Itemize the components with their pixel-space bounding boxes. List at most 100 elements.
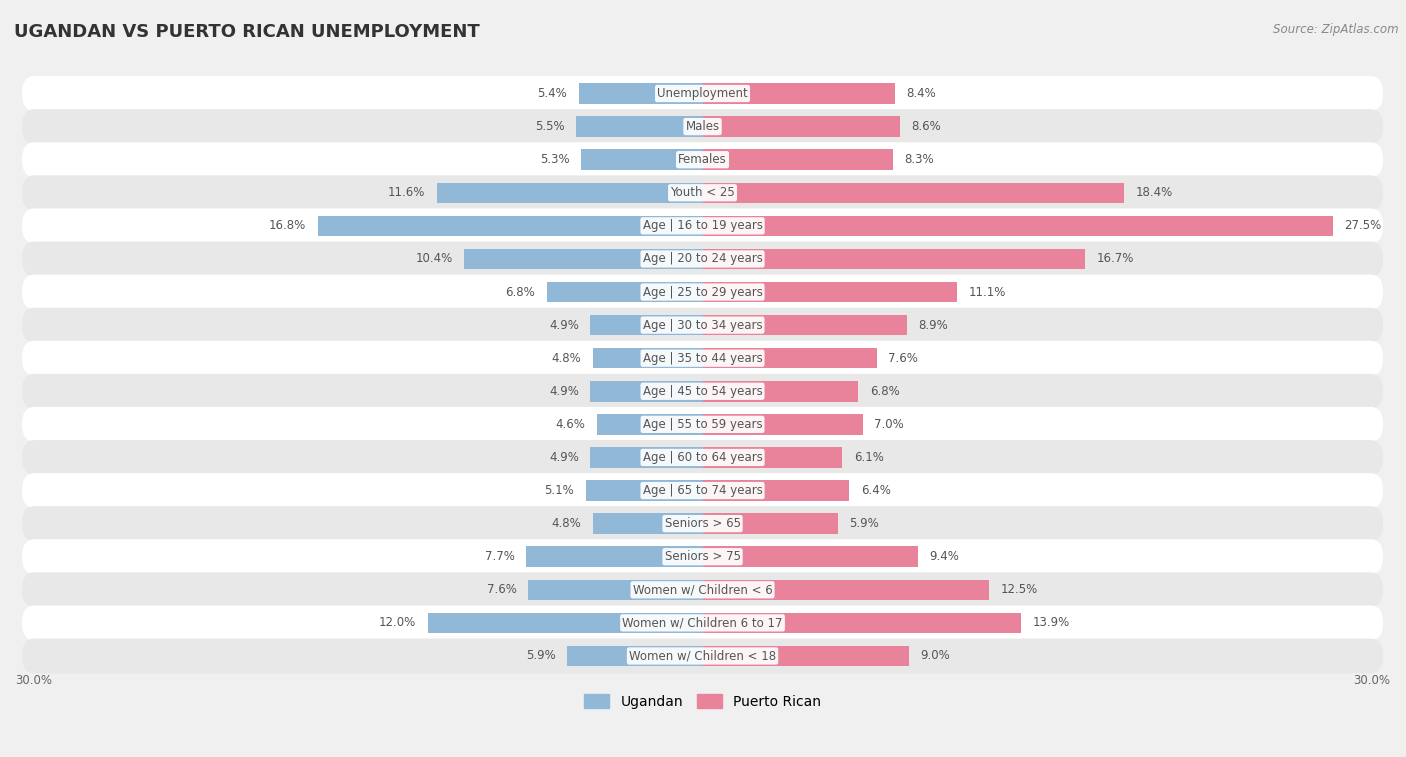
Text: Women w/ Children < 18: Women w/ Children < 18: [628, 650, 776, 662]
Text: 5.9%: 5.9%: [849, 517, 879, 530]
Text: 4.9%: 4.9%: [548, 319, 579, 332]
Bar: [703, 182, 1125, 203]
Text: Age | 30 to 34 years: Age | 30 to 34 years: [643, 319, 762, 332]
Text: 6.1%: 6.1%: [853, 451, 883, 464]
Text: Age | 20 to 24 years: Age | 20 to 24 years: [643, 252, 762, 266]
FancyBboxPatch shape: [22, 109, 1384, 144]
Bar: [703, 447, 842, 468]
Text: Source: ZipAtlas.com: Source: ZipAtlas.com: [1274, 23, 1399, 36]
Bar: [703, 547, 918, 567]
FancyBboxPatch shape: [22, 407, 1384, 442]
Text: 6.8%: 6.8%: [870, 385, 900, 397]
FancyBboxPatch shape: [22, 473, 1384, 508]
FancyBboxPatch shape: [22, 638, 1384, 674]
Bar: [703, 83, 896, 104]
Text: Seniors > 65: Seniors > 65: [665, 517, 741, 530]
FancyBboxPatch shape: [22, 307, 1384, 342]
Text: 7.6%: 7.6%: [486, 584, 517, 597]
FancyBboxPatch shape: [22, 539, 1384, 574]
Bar: [703, 580, 988, 600]
Text: UGANDAN VS PUERTO RICAN UNEMPLOYMENT: UGANDAN VS PUERTO RICAN UNEMPLOYMENT: [14, 23, 479, 41]
Bar: [703, 348, 877, 369]
Text: 16.8%: 16.8%: [269, 220, 307, 232]
Text: Age | 55 to 59 years: Age | 55 to 59 years: [643, 418, 762, 431]
FancyBboxPatch shape: [22, 572, 1384, 607]
Text: Age | 45 to 54 years: Age | 45 to 54 years: [643, 385, 762, 397]
Bar: [703, 149, 893, 170]
Text: 11.6%: 11.6%: [388, 186, 425, 199]
Text: 5.1%: 5.1%: [544, 484, 574, 497]
FancyBboxPatch shape: [22, 506, 1384, 541]
Text: Age | 65 to 74 years: Age | 65 to 74 years: [643, 484, 762, 497]
Bar: [464, 249, 703, 269]
Text: 7.0%: 7.0%: [875, 418, 904, 431]
Text: Seniors > 75: Seniors > 75: [665, 550, 741, 563]
Text: 5.5%: 5.5%: [536, 120, 565, 133]
Text: 9.0%: 9.0%: [921, 650, 950, 662]
Text: 9.4%: 9.4%: [929, 550, 959, 563]
Text: 18.4%: 18.4%: [1136, 186, 1173, 199]
Text: 5.4%: 5.4%: [537, 87, 567, 100]
Text: 12.0%: 12.0%: [378, 616, 416, 629]
Bar: [547, 282, 703, 302]
Text: 4.9%: 4.9%: [548, 451, 579, 464]
Text: 4.8%: 4.8%: [551, 517, 581, 530]
Text: Age | 25 to 29 years: Age | 25 to 29 years: [643, 285, 762, 298]
Bar: [598, 414, 703, 435]
Bar: [703, 315, 907, 335]
Bar: [703, 216, 1333, 236]
Bar: [703, 646, 908, 666]
Text: Youth < 25: Youth < 25: [671, 186, 735, 199]
Bar: [581, 149, 703, 170]
Bar: [427, 612, 703, 633]
Bar: [592, 348, 703, 369]
FancyBboxPatch shape: [22, 606, 1384, 640]
Text: 8.3%: 8.3%: [904, 153, 934, 167]
Text: Age | 60 to 64 years: Age | 60 to 64 years: [643, 451, 762, 464]
Bar: [567, 646, 703, 666]
Text: 30.0%: 30.0%: [15, 674, 52, 687]
Text: 4.8%: 4.8%: [551, 352, 581, 365]
Text: 11.1%: 11.1%: [969, 285, 1005, 298]
Bar: [703, 117, 900, 137]
Bar: [703, 414, 863, 435]
Text: Males: Males: [686, 120, 720, 133]
Text: Women w/ Children < 6: Women w/ Children < 6: [633, 584, 772, 597]
Text: 6.4%: 6.4%: [860, 484, 890, 497]
FancyBboxPatch shape: [22, 341, 1384, 375]
Text: 7.6%: 7.6%: [889, 352, 918, 365]
Bar: [437, 182, 703, 203]
FancyBboxPatch shape: [22, 241, 1384, 276]
Text: Age | 35 to 44 years: Age | 35 to 44 years: [643, 352, 762, 365]
Bar: [703, 249, 1085, 269]
Text: Age | 16 to 19 years: Age | 16 to 19 years: [643, 220, 762, 232]
FancyBboxPatch shape: [22, 208, 1384, 243]
Text: 27.5%: 27.5%: [1344, 220, 1382, 232]
Text: 8.9%: 8.9%: [918, 319, 948, 332]
Text: 8.6%: 8.6%: [911, 120, 941, 133]
Text: 13.9%: 13.9%: [1032, 616, 1070, 629]
FancyBboxPatch shape: [22, 76, 1384, 111]
Bar: [576, 117, 703, 137]
Text: 12.5%: 12.5%: [1001, 584, 1038, 597]
Bar: [703, 513, 838, 534]
Text: 6.8%: 6.8%: [506, 285, 536, 298]
Text: 16.7%: 16.7%: [1097, 252, 1135, 266]
FancyBboxPatch shape: [22, 176, 1384, 210]
Legend: Ugandan, Puerto Rican: Ugandan, Puerto Rican: [579, 689, 827, 714]
FancyBboxPatch shape: [22, 374, 1384, 409]
Bar: [526, 547, 703, 567]
Text: Females: Females: [678, 153, 727, 167]
Bar: [586, 480, 703, 501]
Bar: [703, 480, 849, 501]
Text: Women w/ Children 6 to 17: Women w/ Children 6 to 17: [623, 616, 783, 629]
Text: 30.0%: 30.0%: [1353, 674, 1391, 687]
Text: 5.3%: 5.3%: [540, 153, 569, 167]
Bar: [703, 282, 957, 302]
Text: 4.9%: 4.9%: [548, 385, 579, 397]
Bar: [703, 612, 1021, 633]
Text: 8.4%: 8.4%: [907, 87, 936, 100]
Bar: [703, 381, 859, 401]
Text: Unemployment: Unemployment: [657, 87, 748, 100]
Bar: [318, 216, 703, 236]
